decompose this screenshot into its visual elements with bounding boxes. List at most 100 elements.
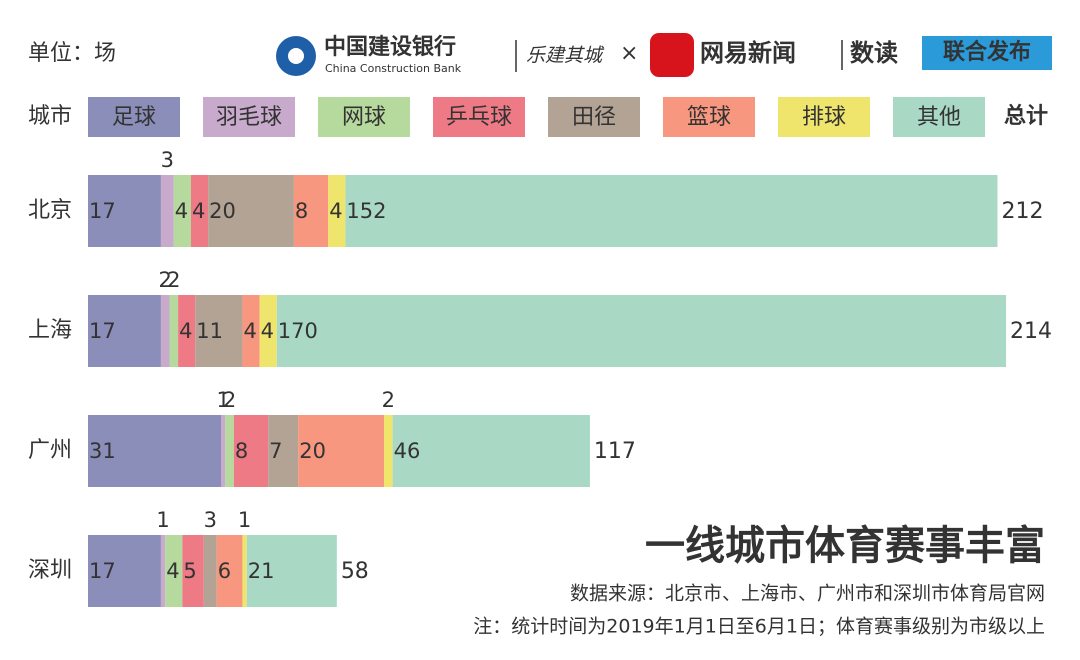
bar-segment xyxy=(246,535,337,607)
bank-logo-inner xyxy=(288,48,304,64)
value-label: 3 xyxy=(204,508,217,532)
value-label: 4 xyxy=(166,559,179,583)
bar-segment xyxy=(88,295,161,367)
bar-segment xyxy=(160,175,174,247)
value-label: 11 xyxy=(196,319,223,343)
release-badge xyxy=(922,36,1052,70)
bar-segment xyxy=(242,535,247,607)
value-label: 21 xyxy=(248,559,275,583)
bar-segment xyxy=(293,175,329,247)
value-label: 17 xyxy=(89,319,116,343)
total-label: 117 xyxy=(594,439,636,464)
value-label: 8 xyxy=(295,199,308,223)
bar-segment xyxy=(242,295,260,367)
legend-swatch xyxy=(548,97,640,137)
netease-name: 网易新闻 xyxy=(700,39,796,67)
bar-segment xyxy=(225,415,234,487)
value-label: 4 xyxy=(179,319,192,343)
value-label: 17 xyxy=(89,559,116,583)
total-label: 214 xyxy=(1010,319,1052,344)
bar-segment xyxy=(203,535,217,607)
value-label: 4 xyxy=(243,319,256,343)
chart-title: 一线城市体育赛事丰富 xyxy=(645,523,1045,569)
bar-segment xyxy=(88,175,161,247)
bar-segment xyxy=(160,295,170,367)
value-label: 20 xyxy=(209,199,236,223)
legend-label: 羽毛球 xyxy=(216,105,282,130)
value-label: 4 xyxy=(261,319,274,343)
bar-segment xyxy=(345,175,998,247)
shudu-name: 数读 xyxy=(850,39,898,67)
bar-segment xyxy=(169,295,179,367)
value-label: 31 xyxy=(89,439,116,463)
bar-segment xyxy=(268,415,299,487)
bar-segment xyxy=(233,415,269,487)
value-label: 1 xyxy=(156,508,169,532)
value-label: 20 xyxy=(299,439,326,463)
category-label: 北京 xyxy=(28,198,72,223)
value-label: 46 xyxy=(394,439,421,463)
legend-swatch xyxy=(88,97,180,137)
value-label: 2 xyxy=(159,268,172,292)
legend-swatch xyxy=(433,97,525,137)
legend-label: 网球 xyxy=(342,105,386,130)
bar-segment xyxy=(182,535,204,607)
value-label: 1 xyxy=(216,388,229,412)
legend-swatch xyxy=(778,97,870,137)
total-label: 212 xyxy=(1001,199,1043,224)
value-label: 152 xyxy=(346,199,386,223)
times-sign: × xyxy=(620,41,638,66)
legend-label: 篮球 xyxy=(687,105,731,130)
value-label: 170 xyxy=(278,319,318,343)
total-label: 58 xyxy=(341,559,369,584)
partner-logo: 乐建其城 xyxy=(526,45,605,67)
bar-segment xyxy=(328,175,346,247)
value-label: 4 xyxy=(192,199,205,223)
category-label: 深圳 xyxy=(28,558,72,583)
bank-name-en: China Construction Bank xyxy=(325,62,462,75)
bar-segment xyxy=(298,415,385,487)
value-label: 4 xyxy=(175,199,188,223)
bar-segment xyxy=(208,175,294,247)
bar-segment xyxy=(160,535,166,607)
bar-segment xyxy=(88,415,221,487)
bar-segment xyxy=(173,175,191,247)
release-text: 联合发布 xyxy=(943,39,1031,65)
category-header: 城市 xyxy=(28,104,72,129)
category-label: 上海 xyxy=(28,318,72,343)
legend-swatch xyxy=(893,97,985,137)
value-label: 3 xyxy=(161,148,174,172)
total-header: 总计 xyxy=(1004,103,1048,129)
bar-segment xyxy=(220,415,226,487)
bar-segment xyxy=(178,295,196,367)
category-label: 广州 xyxy=(28,438,72,463)
legend-swatch xyxy=(318,97,410,137)
legend-label: 足球 xyxy=(112,105,156,130)
bar-segment xyxy=(190,175,209,247)
value-label: 4 xyxy=(329,199,342,223)
note: 注：统计时间为2019年1月1日至6月1日；体育赛事级别为市级以上 xyxy=(473,616,1045,638)
bank-name: 中国建设银行 xyxy=(324,34,456,60)
legend-swatch xyxy=(663,97,755,137)
legend-label: 乒乓球 xyxy=(446,105,512,130)
bar-segment xyxy=(392,415,590,487)
value-label: 6 xyxy=(218,559,231,583)
value-label: 5 xyxy=(183,559,196,583)
bar-segment xyxy=(384,415,393,487)
bar-segment xyxy=(195,295,243,367)
bar-segment xyxy=(165,535,183,607)
value-label: 2 xyxy=(382,388,395,412)
value-label: 8 xyxy=(235,439,248,463)
legend-swatch xyxy=(203,97,295,137)
value-label: 2 xyxy=(223,388,236,412)
legend-label: 排球 xyxy=(802,105,846,130)
bar-segment xyxy=(276,295,1007,367)
value-label: 1 xyxy=(238,508,251,532)
bar-segment xyxy=(259,295,277,367)
legend-label: 田径 xyxy=(572,105,616,130)
value-label: 7 xyxy=(269,439,282,463)
source: 数据来源：北京市、上海市、广州市和深圳市体育局官网 xyxy=(570,583,1045,605)
unit-label: 单位：场 xyxy=(28,41,116,66)
value-label: 2 xyxy=(167,268,180,292)
